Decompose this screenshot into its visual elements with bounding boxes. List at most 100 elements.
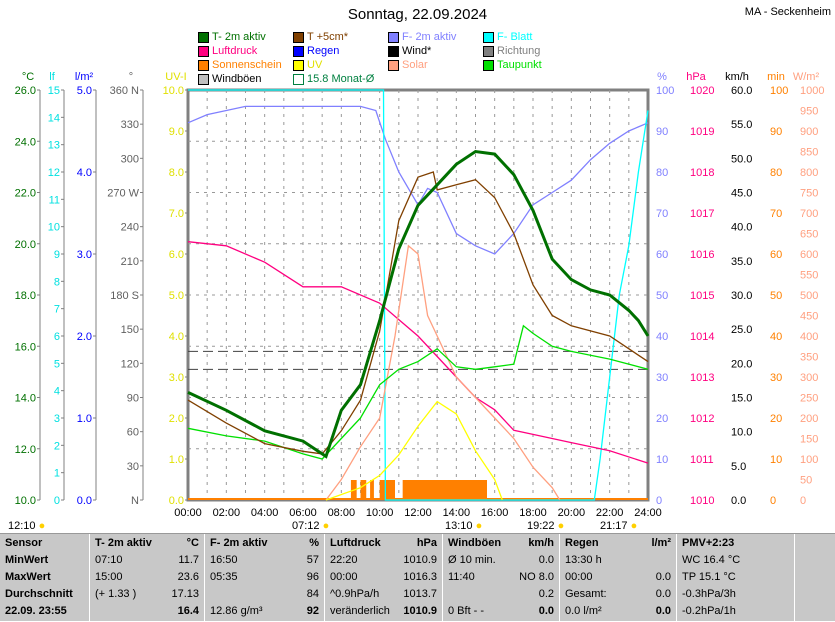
- axis-tick-label: 15.0: [731, 393, 752, 405]
- legend-item: Solar: [388, 59, 428, 72]
- legend-label: Sonnenschein: [212, 59, 282, 71]
- table-cell-value: NO 8.0: [519, 571, 554, 583]
- table-row: 05:35 96: [205, 569, 324, 586]
- axis-tick-label: 750: [800, 188, 818, 200]
- axis-tick-label: 900: [800, 126, 818, 138]
- time-marker-label: 07:12: [292, 520, 320, 532]
- time-marker: 21:17 ●: [600, 520, 637, 532]
- table-cell-value: 1010.9: [403, 605, 437, 617]
- axis-unit-label: min: [767, 71, 785, 83]
- axis-tick-label: 10.0: [163, 85, 184, 97]
- axis-tick-label: 0: [54, 495, 60, 507]
- table-cell-label: ^0.9hPa/h: [330, 588, 380, 600]
- axis-tick-label: 800: [800, 167, 818, 179]
- x-tick-label: 08:00: [328, 507, 356, 519]
- axis-tick-label: 100: [800, 454, 818, 466]
- table-cell-value: 1013.7: [403, 588, 437, 600]
- axis-tick-label: 5.0: [77, 85, 92, 97]
- time-marker: 19:22 ●: [527, 520, 564, 532]
- table-cell-label: 16:50: [210, 554, 238, 566]
- axis-tick-label: 150: [800, 434, 818, 446]
- table-row: 12.86 g/m³ 92: [205, 603, 324, 620]
- axis-tick-label: 3.0: [169, 372, 184, 384]
- legend-item: Windböen: [198, 73, 262, 86]
- table-row: TP 15.1 °C: [677, 569, 794, 586]
- axis-tick-label: 1000: [800, 85, 824, 97]
- table-cell-label: TP 15.1 °C: [682, 571, 736, 583]
- table-row: 00:00 1016.3: [325, 569, 442, 586]
- axis-tick-label: 8: [54, 276, 60, 288]
- sunshine-bar: [370, 480, 374, 500]
- legend-item: Wind*: [388, 45, 431, 58]
- time-marker: 07:12 ●: [292, 520, 329, 532]
- axis-tick-label: 600: [800, 249, 818, 261]
- legend-label: Richtung: [497, 45, 541, 57]
- axis-tick-label: 2: [54, 440, 60, 452]
- table-cell-label: 00:00: [565, 571, 593, 583]
- axis-tick-label: 1019: [690, 126, 714, 138]
- table-cell-label: -0.3hPa/3h: [682, 588, 736, 600]
- table-row: 13:30 h: [560, 552, 676, 569]
- table-cell-label: Windböen: [448, 537, 502, 549]
- axis-tick-label: 150: [121, 324, 139, 336]
- axis-tick-label: 30: [127, 461, 139, 473]
- moonrise-icon: ●: [627, 520, 638, 532]
- x-tick-label: 18:00: [519, 507, 547, 519]
- axis-tick-label: 50.0: [731, 153, 752, 165]
- axis-tick-label: 12.0: [15, 444, 36, 456]
- table-cell-label: 07:10: [95, 554, 123, 566]
- table-row: T- 2m aktiv °C: [90, 535, 204, 552]
- axis-tick-label: 20: [656, 413, 668, 425]
- axis-tick-label: 4: [54, 386, 60, 398]
- table-cell-value: 17.13: [171, 588, 199, 600]
- table-row: 11:40 NO 8.0: [443, 569, 559, 586]
- axis-tick-label: 1017: [690, 208, 714, 220]
- legend-label: Taupunkt: [497, 59, 542, 71]
- axis-tick-label: 300: [800, 372, 818, 384]
- axis-tick-label: 90: [127, 393, 139, 405]
- axis-tick-label: 30: [770, 372, 782, 384]
- moonset-icon: ●: [472, 520, 483, 532]
- axis-tick-label: 200: [800, 413, 818, 425]
- table-cell-value: 0.0: [655, 571, 671, 583]
- axis-tick-label: 1015: [690, 290, 714, 302]
- axis-tick-label: 0: [656, 495, 662, 507]
- axis-tick-label: 60: [656, 249, 668, 261]
- table-row: 0.2: [443, 586, 559, 603]
- axis-tick-label: 4.0: [169, 331, 184, 343]
- x-tick-label: 12:00: [404, 507, 432, 519]
- table-cell-value: 0.0: [655, 605, 671, 617]
- axis-tick-label: 1013: [690, 372, 714, 384]
- table-row: -0.2hPa/1h: [677, 603, 794, 620]
- axis-tick-label: 650: [800, 229, 818, 241]
- legend-swatch: [198, 32, 209, 43]
- axis-tick-label: 350: [800, 352, 818, 364]
- table-cell-value: 0.0: [538, 554, 554, 566]
- series-line: [187, 105, 649, 255]
- axis-tick-label: 22.0: [15, 188, 36, 200]
- legend-label: F- 2m aktiv: [402, 31, 457, 43]
- legend-swatch: [198, 74, 209, 85]
- table-cell-label: 05:35: [210, 571, 238, 583]
- axis-tick-label: 3: [54, 413, 60, 425]
- x-tick-label: 14:00: [443, 507, 471, 519]
- axis-tick-label: 250: [800, 393, 818, 405]
- sunshine-bar: [379, 480, 395, 500]
- axis-tick-label: 10.0: [731, 427, 752, 439]
- axis-tick-label: 360 N: [110, 85, 139, 97]
- axis-tick-label: 6: [54, 331, 60, 343]
- axis-tick-label: 6.0: [169, 249, 184, 261]
- legend-swatch: [198, 46, 209, 57]
- table-row: 0 Bft - - 0.0: [443, 603, 559, 620]
- table-cell-value: %: [309, 537, 319, 549]
- legend-item: F- Blatt: [483, 31, 532, 44]
- table-cell-value: 96: [306, 571, 319, 583]
- legend-item: Luftdruck: [198, 45, 257, 58]
- axis-unit-label: l/m²: [75, 71, 94, 83]
- table-cell-label: Regen: [565, 537, 599, 549]
- table-cell-label: 15:00: [95, 571, 123, 583]
- axis-tick-label: 50: [770, 290, 782, 302]
- axis-tick-label: 0.0: [169, 495, 184, 507]
- legend-swatch: [293, 74, 304, 85]
- table-cell-label: -0.2hPa/1h: [682, 605, 736, 617]
